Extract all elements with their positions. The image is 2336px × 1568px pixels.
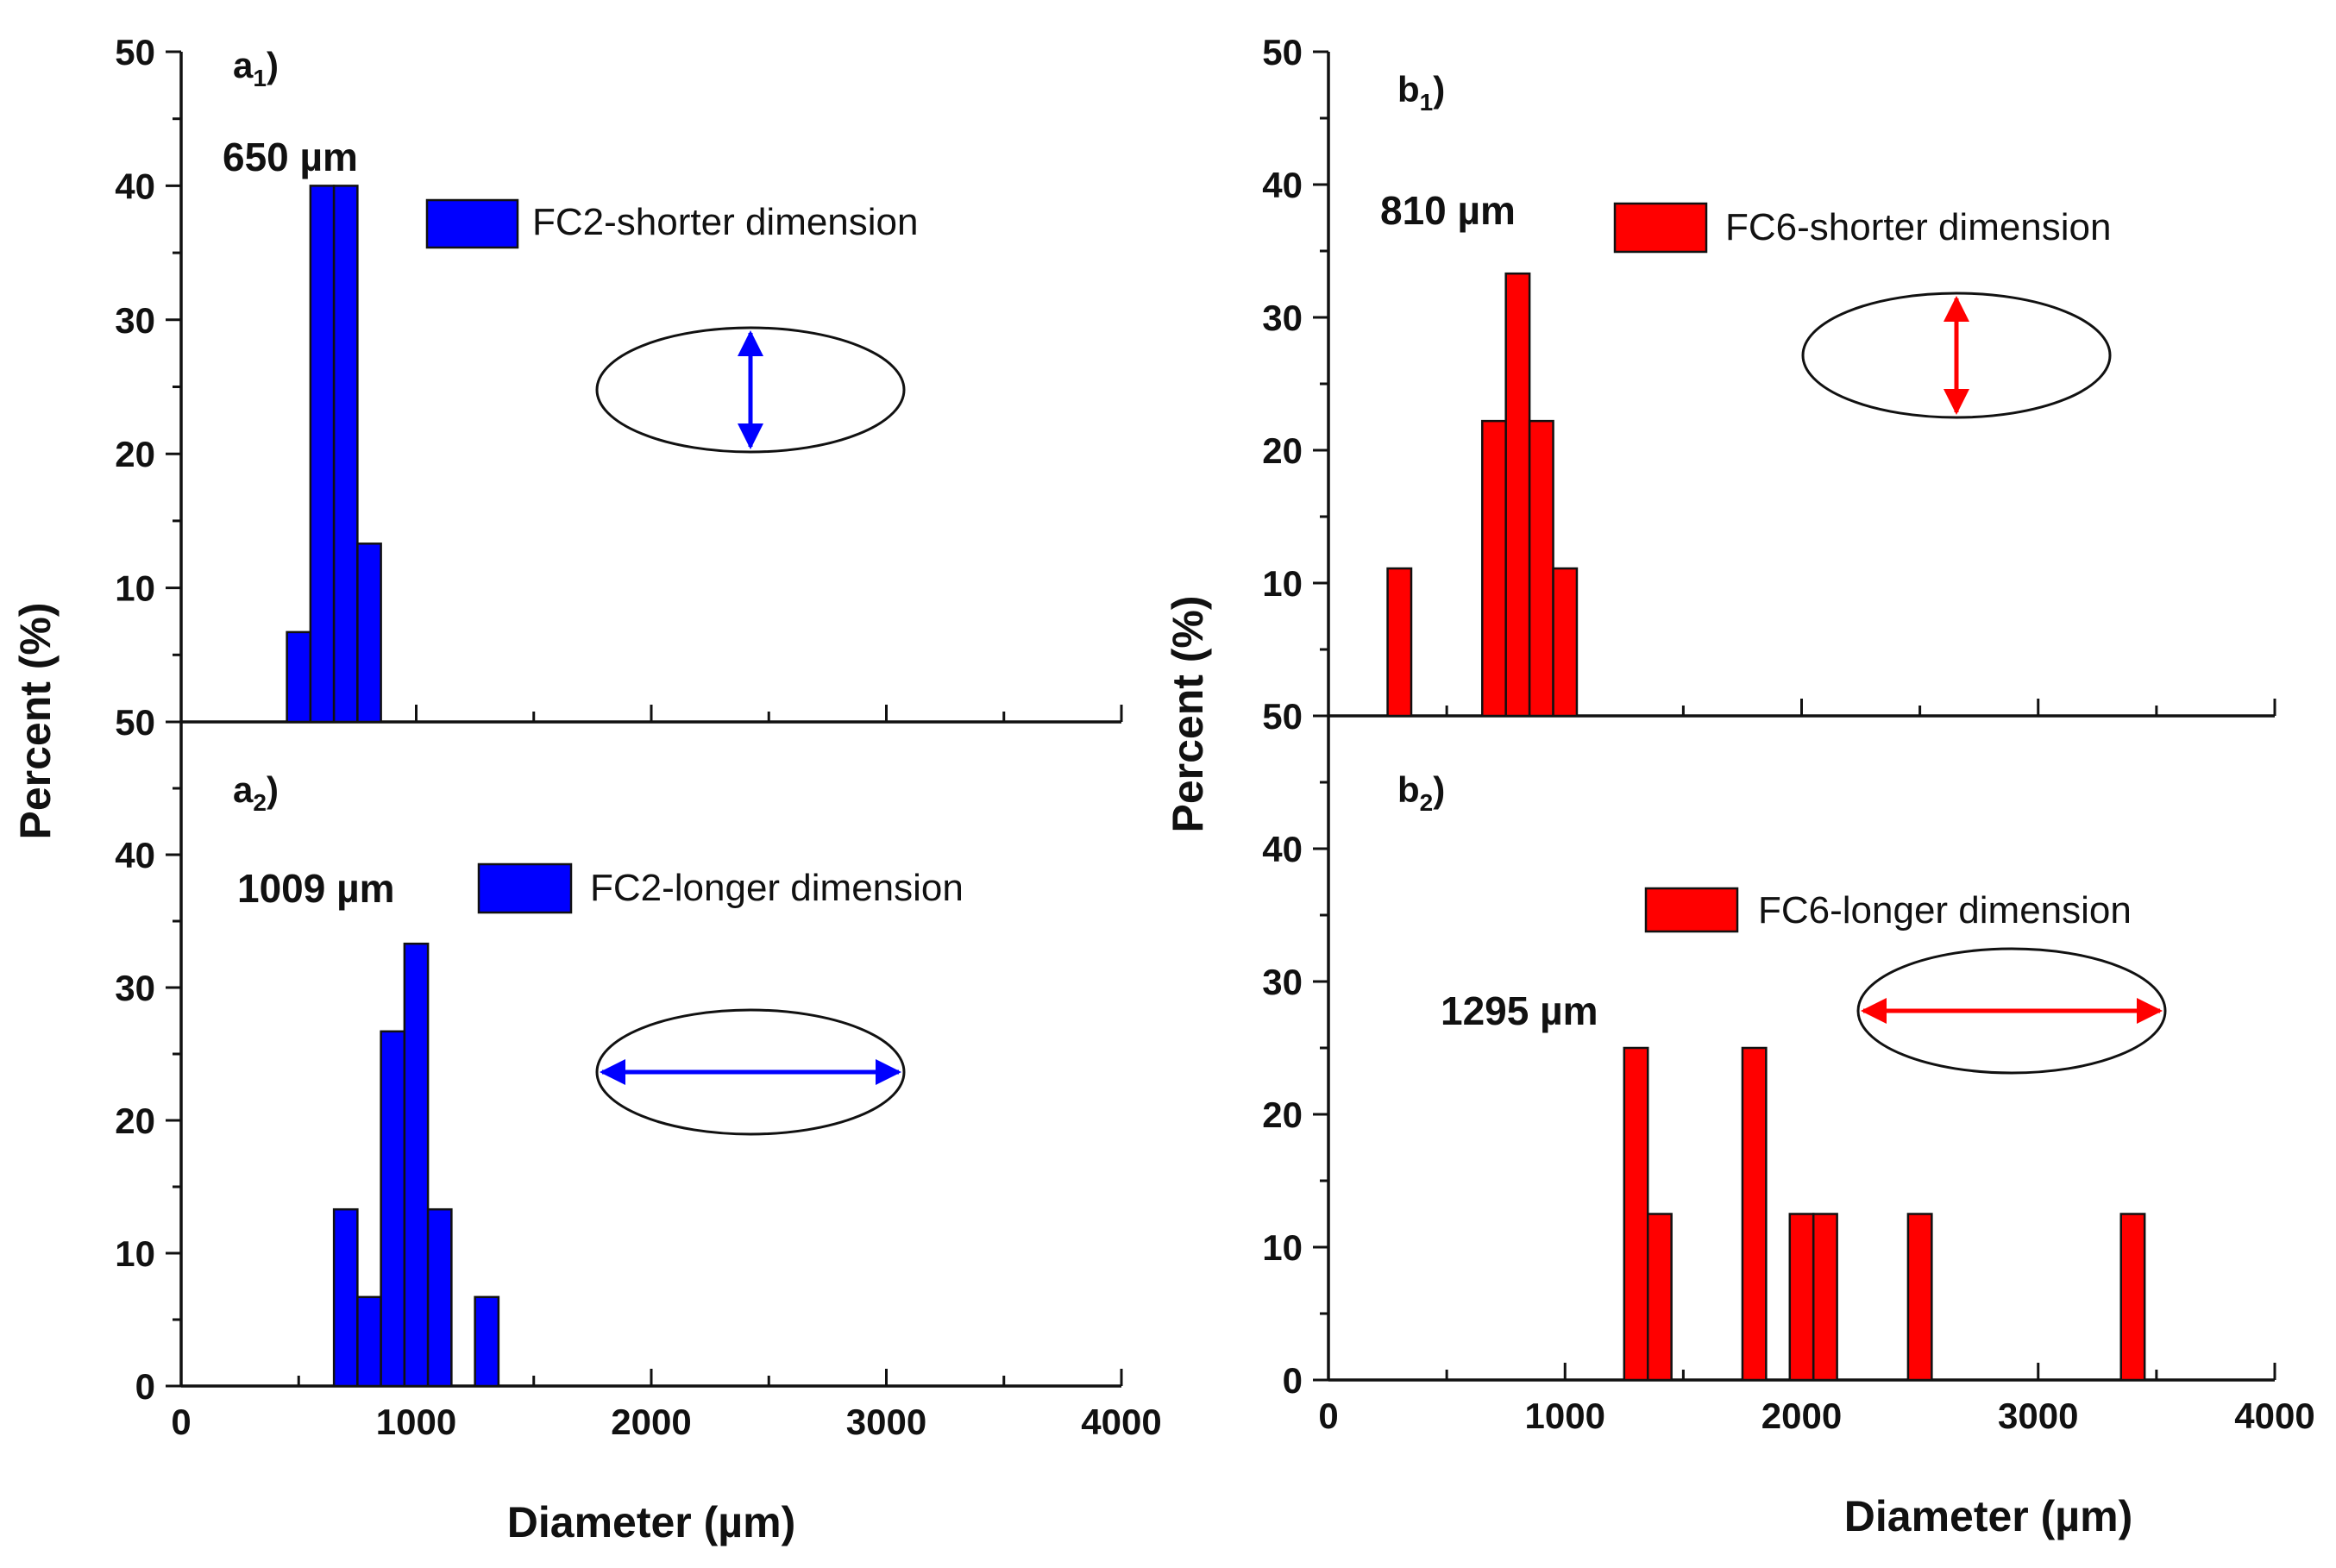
ellipse-schematic: [595, 326, 906, 454]
legend-label: FC2-longer dimension: [590, 867, 964, 909]
mode-annotation: 1009 µm: [237, 866, 395, 911]
histogram-bar: [380, 1030, 406, 1388]
panel-a1: 50 40 30 20 10 a1) 650 µm FC2-shorter dimension: [115, 32, 1123, 724]
y-tick-label: 10: [1262, 563, 1303, 604]
mode-annotation: 1295 µm: [1441, 988, 1598, 1033]
y-tick-label: 50: [115, 702, 155, 743]
y-tick-label: 0: [1283, 1360, 1303, 1401]
histogram-bar: [332, 1207, 359, 1388]
y-tick-label: 10: [115, 1233, 155, 1274]
x-tick-label: 4000: [2234, 1396, 2314, 1436]
y-tick-label: 0: [135, 1366, 155, 1407]
mode-annotation: 810 µm: [1380, 188, 1516, 233]
legend-label: FC6-longer dimension: [1758, 889, 2132, 931]
y-tick-label: 40: [115, 835, 155, 875]
x-axis-title-left: Diameter (µm): [507, 1498, 795, 1546]
y-tick-label: 40: [1262, 829, 1303, 869]
histogram-bar: [1528, 419, 1554, 718]
panel-label: a2): [233, 769, 279, 816]
histogram-bar: [1646, 1213, 1673, 1382]
histogram-bar: [2119, 1213, 2146, 1382]
ellipse-schematic: [1856, 947, 2167, 1075]
y-tick-label: 30: [1262, 298, 1303, 338]
y-tick-label: 20: [115, 434, 155, 474]
x-tick-label: 3000: [1998, 1396, 2078, 1436]
y-tick-label: 30: [115, 968, 155, 1008]
histogram-bar: [403, 942, 430, 1388]
histogram-bar: [1788, 1213, 1815, 1382]
x-tick-label: 4000: [1081, 1402, 1161, 1442]
y-tick-label: 10: [1262, 1227, 1303, 1268]
x-axis-title-right: Diameter (µm): [1844, 1492, 2132, 1540]
histogram-bar: [332, 185, 359, 724]
histogram-bar: [1481, 419, 1507, 718]
y-tick-label: 40: [1262, 165, 1303, 205]
x-tick-label: 0: [1318, 1396, 1338, 1436]
x-tick-label: 2000: [611, 1402, 691, 1442]
histogram-bar: [474, 1295, 500, 1388]
histogram-bar: [1552, 567, 1579, 718]
x-tick-label: 0: [171, 1402, 191, 1442]
y-tick-label: 10: [115, 568, 155, 609]
ellipse-schematic: [595, 1008, 906, 1136]
y-tick-label: 20: [115, 1101, 155, 1141]
histogram-bar: [1504, 272, 1531, 718]
y-tick-label: 30: [115, 300, 155, 341]
legend-swatch: [1644, 887, 1739, 933]
y-tick-label: 40: [115, 166, 155, 206]
mode-annotation: 650 µm: [223, 135, 358, 179]
histogram-bar: [286, 630, 312, 724]
y-axis-title-right: Percent (%): [1164, 595, 1212, 832]
panel-label: a1): [233, 45, 279, 91]
y-tick-label: 20: [1262, 1094, 1303, 1135]
legend-swatch: [1613, 202, 1708, 254]
y-tick-label: 30: [1262, 962, 1303, 1002]
y-tick-label: 50: [115, 32, 155, 72]
histogram-bar: [1386, 567, 1413, 718]
y-tick-label: 20: [1262, 430, 1303, 471]
histogram-bar: [309, 185, 336, 724]
legend-swatch: [425, 198, 519, 249]
legend-label: FC6-shorter dimension: [1725, 206, 2112, 248]
x-tick-label: 1000: [1525, 1396, 1605, 1436]
legend-swatch: [477, 862, 573, 914]
histogram-bar: [1741, 1046, 1768, 1382]
y-tick-label: 50: [1262, 32, 1303, 72]
y-axis-title-left: Percent (%): [11, 602, 60, 839]
y-tick-label: 50: [1262, 696, 1303, 737]
histogram-bar: [426, 1207, 453, 1388]
panel-label: b1): [1397, 69, 1445, 116]
histogram-bar: [1906, 1213, 1933, 1382]
x-tick-label: 2000: [1761, 1396, 1842, 1436]
ellipse-schematic: [1801, 292, 2112, 419]
histogram-bar: [356, 1295, 382, 1388]
panel-label: b2): [1397, 769, 1445, 816]
legend-label: FC2-shorter dimension: [532, 201, 919, 243]
histogram-bar: [1812, 1213, 1838, 1382]
x-tick-label: 3000: [846, 1402, 926, 1442]
panel-b1: 50 40 30 20 10 b1) 810 µm FC6-shorter dimension: [1262, 32, 2276, 718]
histogram-bar: [1623, 1046, 1649, 1382]
histogram-bar: [356, 543, 382, 724]
x-tick-label: 1000: [376, 1402, 456, 1442]
